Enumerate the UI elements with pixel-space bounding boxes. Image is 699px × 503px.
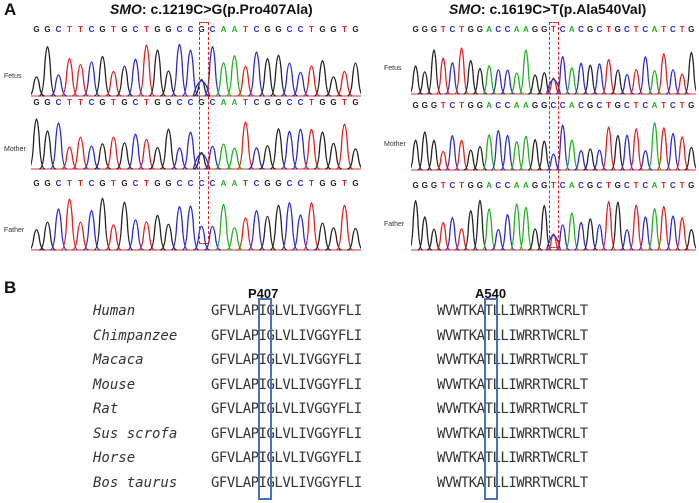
panel-b-label: B	[4, 278, 17, 297]
left-father-trace	[31, 197, 361, 251]
seq2-chimpanzee: WVWTKATLLIWRRTWCRLT	[437, 327, 588, 344]
panel-a-label: A	[4, 0, 17, 19]
left-fetus-trace	[31, 43, 361, 97]
seq2-macaca: WVWTKATLLIWRRTWCRLT	[437, 352, 588, 368]
right-fetus-trace	[411, 47, 696, 95]
species-chimpanzee: Chimpanzee	[93, 327, 178, 344]
seq1-chimpanzee: GFVLAPIGLVLIVGGYFLI	[211, 327, 362, 344]
left-father-label: Father	[4, 227, 25, 234]
seq1-rat: GFVLAPIGLVLIVGGYFLI	[211, 401, 362, 417]
right-mutation-highlight-box	[549, 22, 559, 248]
p407-label: P407	[248, 286, 279, 301]
left-mother-label: Mother	[4, 146, 26, 153]
seq2-human: WVWTKATLLIWRRTWCRLT	[437, 303, 588, 319]
a540-highlight-box	[484, 298, 498, 500]
seq2-bos-taurus: WVWTKATLLIWRRTWCRLT	[437, 474, 588, 491]
left-variant-title: SMO: c.1219C>G(p.Pro407Ala)	[110, 1, 313, 17]
species-rat: Rat	[93, 401, 119, 417]
right-gene-name: SMO	[449, 1, 481, 17]
species-horse: Horse	[93, 450, 136, 466]
right-fetus-label: Fetus	[384, 65, 402, 72]
seq2-horse: WVWTKATLLIWRRTWCRLT	[437, 450, 588, 466]
seq1-bos-taurus: GFVLAPIGLVLIVGGYFLI	[211, 474, 362, 491]
seq1-human: GFVLAPIGLVLIVGGYFLI	[211, 303, 362, 319]
seq2-mouse: WVWTKATLLIWRRTWCRLT	[437, 376, 588, 393]
right-variant-title: SMO: c.1619C>T(p.Ala540Val)	[449, 1, 646, 17]
seq1-horse: GFVLAPIGLVLIVGGYFLI	[211, 450, 362, 466]
seq1-sus-scrofa: GFVLAPIGLVLIVGGYFLI	[211, 425, 362, 442]
left-mutation-highlight-box	[199, 22, 209, 244]
species-mouse: Mouse	[93, 376, 136, 393]
right-variant-text: : c.1619C>T(p.Ala540Val)	[480, 1, 647, 17]
right-mother-label: Mother	[384, 141, 406, 148]
left-mother-trace	[31, 118, 361, 170]
left-fetus-label: Fetus	[4, 73, 22, 80]
species-human: Human	[93, 303, 136, 319]
species-bos-taurus: Bos taurus	[93, 474, 178, 491]
left-variant-text: : c.1219C>G(p.Pro407Ala)	[141, 1, 313, 17]
species-sus-scrofa: Sus scrofa	[93, 425, 178, 442]
a540-label: A540	[475, 286, 507, 301]
seq1-mouse: GFVLAPIGLVLIVGGYFLI	[211, 376, 362, 393]
species-macaca: Macaca	[93, 352, 144, 368]
right-father-trace	[411, 199, 696, 251]
left-gene-name: SMO	[110, 1, 142, 17]
seq2-sus-scrofa: WVWTKATLLIWRRTWCRLT	[437, 425, 588, 442]
seq1-macaca: GFVLAPIGLVLIVGGYFLI	[211, 352, 362, 368]
p407-highlight-box	[258, 298, 272, 500]
seq2-rat: WVWTKATLLIWRRTWCRLT	[437, 401, 588, 417]
right-father-label: Father	[384, 221, 405, 228]
